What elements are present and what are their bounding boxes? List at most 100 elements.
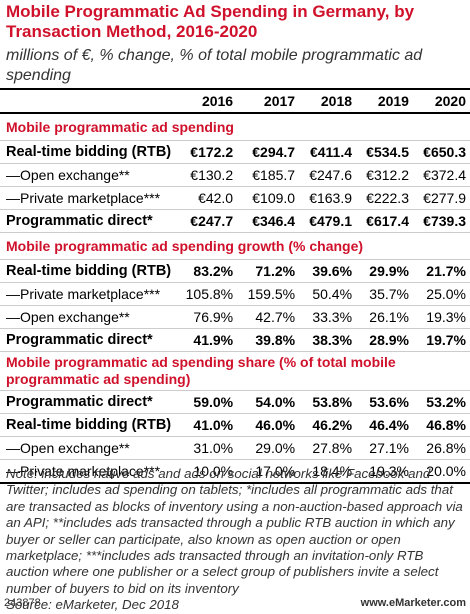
cell: €172.2 (175, 140, 238, 164)
cell: 41.0% (175, 413, 238, 437)
data-row: Programmatic direct* €247.7 €346.4 €479.1 €6… (0, 209, 470, 233)
cell: €42.0 (175, 186, 238, 210)
cell: €247.7 (175, 209, 238, 233)
cell: 53.2% (412, 390, 470, 414)
cell: 19.7% (412, 328, 470, 352)
footer: 243878 www.eMarketer.com (4, 597, 466, 609)
row-label: —Private marketplace*** (0, 459, 176, 484)
cell: 71.2% (237, 259, 300, 283)
section-row: Mobile programmatic ad spending share (%… (0, 351, 470, 391)
cell: 35.7% (356, 282, 413, 306)
cell: €739.3 (412, 209, 470, 233)
cell: 29.9% (356, 259, 413, 283)
column-header: 2018 (299, 89, 357, 114)
section-title: Mobile programmatic ad spending share (%… (0, 351, 470, 391)
data-row: Real-time bidding (RTB) 83.2% 71.2% 39.6% 29… (0, 259, 470, 283)
cell: 46.4% (356, 413, 413, 437)
cell: 83.2% (175, 259, 238, 283)
cell: 39.6% (299, 259, 357, 283)
cell: €479.1 (299, 209, 357, 233)
row-label: —Private marketplace*** (0, 186, 176, 210)
row-label: —Open exchange** (0, 163, 176, 187)
data-row: —Private marketplace*** 10.0% 17.0% 18.4% 19… (0, 459, 470, 484)
cell: 46.8% (412, 413, 470, 437)
data-row: Real-time bidding (RTB) €172.2 €294.7 €411.… (0, 140, 470, 164)
cell: 26.1% (356, 305, 413, 329)
cell: €617.4 (356, 209, 413, 233)
cell: €185.7 (237, 163, 300, 187)
cell: 50.4% (299, 282, 357, 306)
cell: 54.0% (237, 390, 300, 414)
cell: 20.0% (412, 459, 470, 484)
cell: 31.0% (175, 436, 238, 460)
cell: 27.8% (299, 436, 357, 460)
column-header: 2016 (175, 89, 238, 114)
cell: 10.0% (175, 459, 238, 484)
cell: €346.4 (237, 209, 300, 233)
row-label: Real-time bidding (RTB) (0, 259, 176, 283)
column-header: 2019 (356, 89, 413, 114)
cell: €277.9 (412, 186, 470, 210)
section-row: Mobile programmatic ad spending growth (… (0, 232, 470, 260)
data-table: 2016 2017 2018 2019 2020 Mobile programmatic… (0, 88, 470, 484)
source: Source: eMarketer, Dec 2018 (6, 597, 179, 613)
note-text: Note: includes native ads and ads on soc… (6, 466, 463, 596)
data-row: Real-time bidding (RTB) 41.0% 46.0% 46.2% 46… (0, 413, 470, 437)
cell: 41.9% (175, 328, 238, 352)
cell: 39.8% (237, 328, 300, 352)
data-row: Programmatic direct* 59.0% 54.0% 53.8% 53.6%… (0, 390, 470, 414)
cell: 46.2% (299, 413, 357, 437)
cell: 19.3% (356, 459, 413, 484)
cell: 76.9% (175, 305, 238, 329)
row-label: Programmatic direct* (0, 209, 176, 233)
title: Mobile Programmatic Ad Spending in Germa… (6, 2, 415, 41)
cell: 42.7% (237, 305, 300, 329)
cell: €247.6 (299, 163, 357, 187)
data-row: —Private marketplace*** 105.8% 159.5% 50.4%… (0, 282, 470, 306)
cell: 17.0% (237, 459, 300, 484)
cell: 29.0% (237, 436, 300, 460)
column-header: 2020 (412, 89, 470, 114)
cell: €534.5 (356, 140, 413, 164)
cell: 159.5% (237, 282, 300, 306)
cell: 19.3% (412, 305, 470, 329)
cell: 53.8% (299, 390, 357, 414)
cell: 25.0% (412, 282, 470, 306)
data-row: —Open exchange** 76.9% 42.7% 33.3% 26.1% 19.3… (0, 305, 470, 329)
cell: €372.4 (412, 163, 470, 187)
cell: €130.2 (175, 163, 238, 187)
cell: 27.1% (356, 436, 413, 460)
row-label: —Private marketplace*** (0, 282, 176, 306)
corner (0, 89, 176, 114)
site: www.eMarketer.com (360, 597, 466, 609)
row-label: Programmatic direct* (0, 390, 176, 414)
cell: 46.0% (237, 413, 300, 437)
cell: 53.6% (356, 390, 413, 414)
cell: €163.9 (299, 186, 357, 210)
chart-id: 243878 (4, 597, 41, 609)
data-row: —Open exchange** 31.0% 29.0% 27.8% 27.1% 26.8… (0, 436, 470, 460)
note: Note: includes native ads and ads on soc… (6, 466, 466, 614)
row-label: Real-time bidding (RTB) (0, 140, 176, 164)
cell: 21.7% (412, 259, 470, 283)
cell: €222.3 (356, 186, 413, 210)
data-row: Programmatic direct* 41.9% 39.8% 38.3% 28.9%… (0, 328, 470, 352)
section-row: Mobile programmatic ad spending (0, 113, 470, 141)
row-label: —Open exchange** (0, 436, 176, 460)
cell: 26.8% (412, 436, 470, 460)
cell: €312.2 (356, 163, 413, 187)
cell: 18.4% (299, 459, 357, 484)
cell: 28.9% (356, 328, 413, 352)
data-row: —Private marketplace*** €42.0 €109.0 €163.9… (0, 186, 470, 210)
cell: 105.8% (175, 282, 238, 306)
row-label: —Open exchange** (0, 305, 176, 329)
cell: €411.4 (299, 140, 357, 164)
row-label: Programmatic direct* (0, 328, 176, 352)
cell: €294.7 (237, 140, 300, 164)
cell: 38.3% (299, 328, 357, 352)
section-title: Mobile programmatic ad spending growth (… (0, 232, 470, 260)
section-title: Mobile programmatic ad spending (0, 113, 470, 141)
cell: €650.3 (412, 140, 470, 164)
column-header: 2017 (237, 89, 300, 114)
